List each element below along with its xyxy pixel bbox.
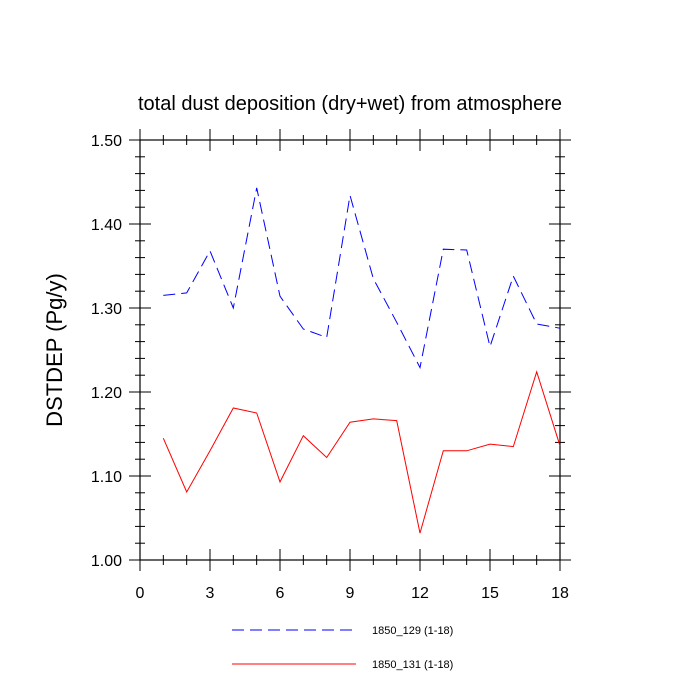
series-line-1 xyxy=(163,187,561,370)
y-axis-label: DSTDEP (Pg/y) xyxy=(42,273,67,427)
y-tick-label: 1.50 xyxy=(91,133,122,150)
data-series xyxy=(162,187,561,534)
x-tick-label: 15 xyxy=(481,585,499,602)
y-tick-label: 1.30 xyxy=(91,301,122,318)
y-tick-label: 1.10 xyxy=(91,469,122,486)
series-line-2 xyxy=(162,370,561,534)
x-tick-label: 18 xyxy=(551,585,569,602)
y-tick-label: 1.20 xyxy=(91,385,122,402)
legend-label-2: 1850_131 (1-18) xyxy=(372,659,453,671)
plot-frame xyxy=(139,139,561,561)
chart-title: total dust deposition (dry+wet) from atm… xyxy=(138,93,562,115)
x-tick-label: 12 xyxy=(411,585,429,602)
y-tick-label: 1.40 xyxy=(91,217,122,234)
y-tick-label: 1.00 xyxy=(91,553,122,570)
x-tick-label: 9 xyxy=(346,585,355,602)
legend: 1850_129 (1-18) 1850_131 (1-18) xyxy=(232,625,453,671)
x-tick-label: 0 xyxy=(136,585,145,602)
x-tick-label: 6 xyxy=(276,585,285,602)
axis-tick-labels: 0 3 6 9 12 15 18 1.00 1.10 1.20 1.30 1.40 1.50 xyxy=(91,133,569,602)
x-tick-label: 3 xyxy=(206,585,215,602)
axis-ticks xyxy=(129,129,571,571)
legend-label-1: 1850_129 (1-18) xyxy=(372,625,453,637)
